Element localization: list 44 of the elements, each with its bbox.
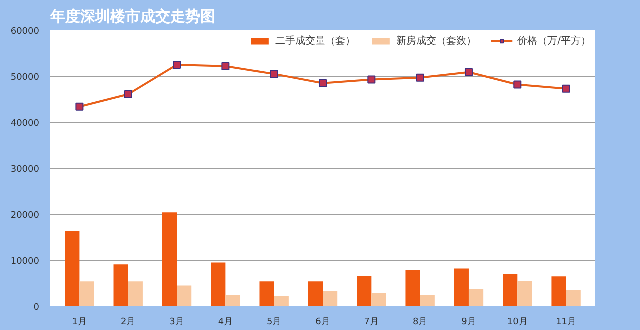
bar: [454, 268, 469, 306]
y-tick-label: 60000: [10, 27, 40, 37]
x-tick-label: 11月: [556, 318, 577, 328]
bar: [177, 286, 192, 306]
chart-title: 年度深圳楼市成交走势图: [50, 8, 216, 26]
y-tick-label: 0: [34, 303, 40, 313]
bar: [128, 282, 143, 306]
bar: [274, 296, 289, 306]
x-tick-label: 4月: [218, 318, 234, 328]
x-tick-label: 2月: [120, 318, 136, 328]
bar: [260, 282, 274, 306]
bar: [468, 289, 484, 306]
legend-label: 二手成交量（套）: [276, 34, 356, 48]
y-tick-label: 20000: [10, 211, 40, 221]
y-tick-label: 10000: [10, 257, 40, 267]
y-tick-label: 50000: [10, 73, 40, 83]
x-tick-label: 7月: [364, 318, 380, 328]
bar: [406, 270, 420, 306]
bar: [566, 290, 581, 306]
bar: [65, 231, 80, 306]
bar: [518, 281, 532, 306]
y-tick-label: 30000: [10, 165, 40, 175]
x-tick-label: 6月: [316, 318, 330, 328]
x-tick-label: 5月: [266, 318, 282, 328]
bar: [503, 274, 518, 306]
legend-label: 新房成交（套数）: [396, 34, 477, 48]
x-tick-label: 10月: [507, 318, 528, 328]
bar: [162, 212, 178, 306]
bar: [372, 293, 386, 306]
legend-label: 价格（万/平方）: [518, 34, 591, 48]
bar: [552, 276, 566, 306]
bar: [226, 295, 240, 306]
bar: [308, 282, 323, 306]
bar: [211, 262, 226, 306]
x-tick-label: 3月: [170, 318, 184, 328]
x-tick-label: 9月: [462, 318, 476, 328]
bar: [323, 291, 338, 306]
bar: [420, 295, 435, 306]
bar: [80, 282, 94, 306]
x-tick-label: 8月: [412, 318, 428, 328]
bar: [357, 276, 372, 306]
x-tick-label: 1月: [72, 318, 88, 328]
bar: [114, 264, 128, 306]
y-tick-label: 40000: [10, 119, 40, 129]
